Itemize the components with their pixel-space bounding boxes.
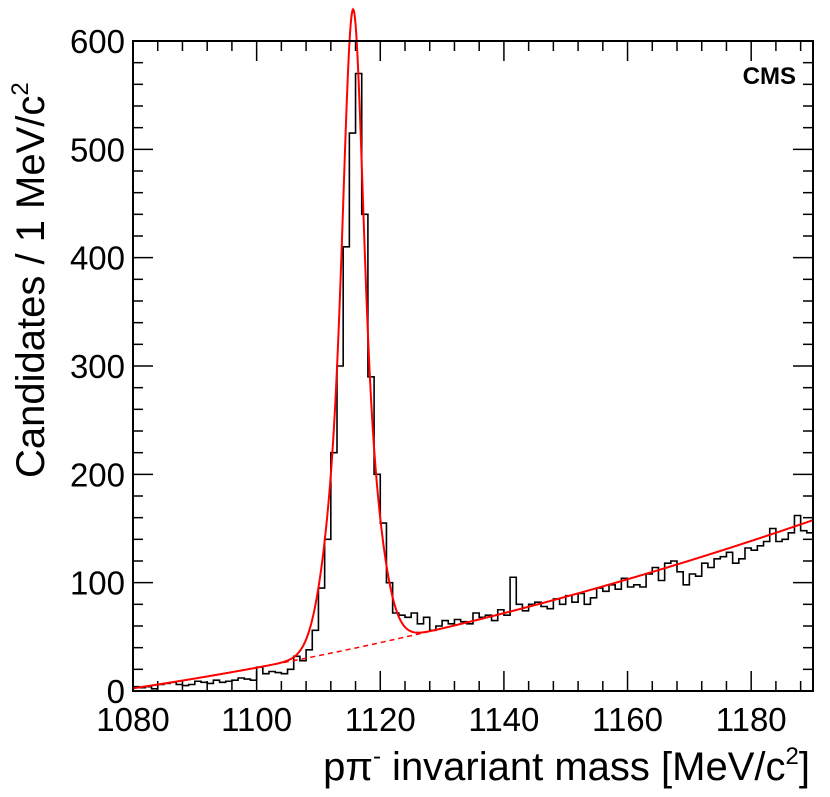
background-fit-curve bbox=[132, 519, 814, 690]
y-tick-label: 100 bbox=[70, 565, 125, 602]
x-ticks bbox=[132, 41, 802, 691]
data-histogram bbox=[132, 72, 813, 691]
x-tick-label: 1160 bbox=[592, 701, 663, 738]
x-axis-title: pπ- invariant mass [MeV/c2] bbox=[323, 743, 810, 789]
x-tick-label: 1100 bbox=[221, 701, 292, 738]
y-tick-label: 0 bbox=[107, 673, 125, 710]
total-fit-curve bbox=[132, 7, 814, 690]
plot-frame bbox=[132, 40, 814, 692]
y-axis-title: Candidates / 1 MeV/c2 bbox=[7, 82, 53, 478]
y-tick-labels: 0 100 200 300 400 500 600 bbox=[70, 23, 125, 710]
experiment-label: CMS bbox=[743, 63, 796, 90]
x-tick-label: 1120 bbox=[345, 701, 416, 738]
y-tick-label: 300 bbox=[70, 348, 125, 385]
y-tick-label: 400 bbox=[70, 240, 125, 277]
x-tick-label: 1080 bbox=[96, 701, 169, 738]
y-tick-label: 200 bbox=[70, 456, 125, 493]
x-tick-labels: 1080 1100 1120 1140 1160 1180 bbox=[96, 701, 786, 738]
y-tick-label: 600 bbox=[70, 23, 125, 60]
y-tick-label: 500 bbox=[70, 131, 125, 168]
y-ticks bbox=[133, 40, 813, 692]
x-tick-label: 1180 bbox=[716, 701, 787, 738]
x-tick-label: 1140 bbox=[468, 701, 539, 738]
